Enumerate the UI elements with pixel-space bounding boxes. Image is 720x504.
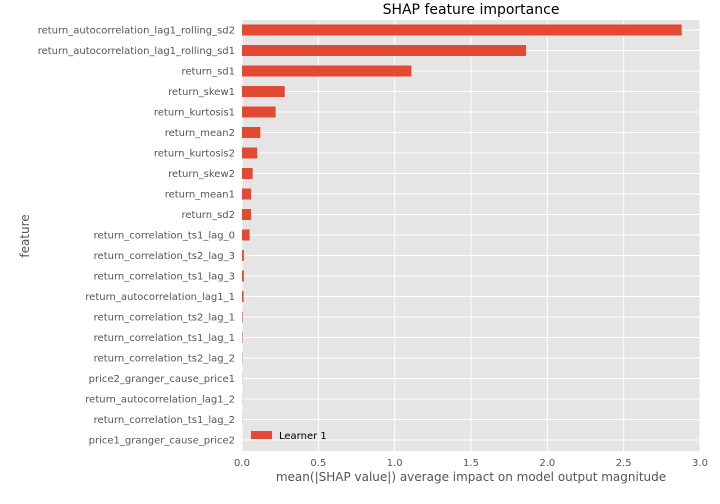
x-tick-label: 2.0: [539, 458, 555, 469]
bar-return-correlation-ts2-lag-3: [242, 250, 244, 261]
y-tick-label: return_correlation_ts1_lag_2: [94, 415, 235, 426]
y-tick-label: return_sd1: [182, 67, 236, 78]
bar-return-skew2: [242, 168, 253, 179]
bar-return-autocorrelation-lag1-1: [242, 291, 244, 302]
bar-return-mean1: [242, 188, 252, 200]
y-tick-label: return_mean1: [165, 190, 235, 201]
y-tick-label: return_kurtosis2: [154, 149, 235, 160]
y-tick-label: return_correlation_ts2_lag_1: [94, 313, 235, 324]
bar-return-correlation-ts1-lag-0: [242, 229, 250, 241]
y-tick-label: return_correlation_ts2_lag_2: [94, 354, 235, 365]
y-tick-label: return_autocorrelation_lag1_2: [85, 395, 235, 406]
y-tick-label: return_correlation_ts1_lag_1: [94, 333, 235, 344]
bar-return-sd2: [242, 209, 252, 220]
y-tick-label: return_skew1: [168, 87, 235, 98]
bar-return-mean2: [242, 127, 261, 138]
chart-title: SHAP feature importance: [383, 2, 560, 18]
legend: Learner 1: [251, 431, 327, 442]
legend-swatch: [251, 431, 272, 439]
x-tick-label: 0.0: [234, 458, 250, 469]
bar-return-correlation-ts1-lag-3: [242, 270, 244, 282]
x-tick-label: 1.5: [463, 458, 479, 469]
x-tick-label: 3.0: [692, 458, 708, 469]
y-tick-label: return_kurtosis1: [154, 108, 235, 119]
x-tick-label: 1.0: [387, 458, 403, 469]
y-axis-title: feature: [18, 214, 32, 257]
bar-return-autocorrelation-lag1-rolling-sd2: [242, 24, 682, 36]
bar-return-sd1: [242, 65, 412, 77]
y-tick-label: return_skew2: [168, 169, 235, 180]
x-tick-label: 0.5: [310, 458, 326, 469]
bar-return-correlation-ts2-lag-1: [242, 311, 243, 323]
bar-return-kurtosis1: [242, 106, 276, 118]
bar-return-kurtosis2: [242, 147, 258, 159]
y-tick-labels: return_autocorrelation_lag1_rolling_sd2r…: [38, 26, 235, 447]
x-axis-title: mean(|SHAP value|) average impact on mod…: [276, 470, 666, 484]
y-tick-label: return_mean2: [165, 128, 235, 139]
y-tick-label: return_correlation_ts1_lag_3: [94, 272, 235, 283]
y-tick-label: return_autocorrelation_lag1_1: [85, 292, 235, 303]
y-tick-label: return_correlation_ts1_lag_0: [94, 231, 235, 242]
y-tick-label: price2_granger_cause_price1: [89, 374, 235, 385]
legend-entry: Learner 1: [279, 431, 327, 442]
y-tick-label: price1_granger_cause_price2: [89, 436, 235, 447]
x-tick-labels: 0.0 0.5 1.0 1.5 2.0 2.5 3.0: [234, 458, 708, 469]
y-tick-label: return_correlation_ts2_lag_3: [94, 251, 235, 262]
y-tick-label: return_autocorrelation_lag1_rolling_sd1: [38, 46, 235, 57]
y-tick-label: return_autocorrelation_lag1_rolling_sd2: [38, 26, 235, 37]
bar-return-autocorrelation-lag1-rolling-sd1: [242, 45, 526, 56]
bars: [242, 24, 682, 425]
x-tick-label: 2.5: [616, 458, 632, 469]
bar-return-skew1: [242, 86, 285, 97]
y-tick-label: return_sd2: [182, 210, 236, 221]
